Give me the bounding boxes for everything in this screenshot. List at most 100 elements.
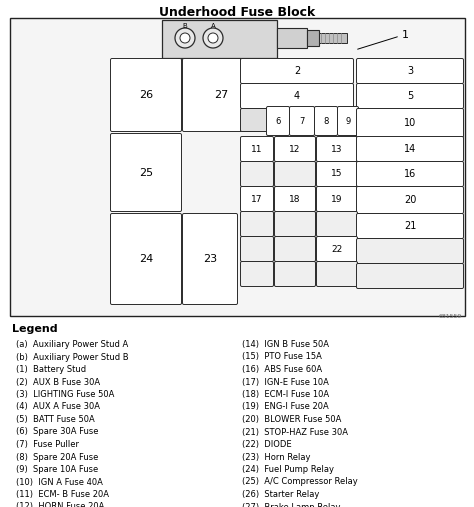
FancyBboxPatch shape [240, 108, 267, 131]
Text: 1: 1 [402, 30, 409, 40]
Bar [162, 20, 277, 58]
FancyBboxPatch shape [266, 106, 290, 135]
FancyBboxPatch shape [240, 136, 273, 162]
Text: 14: 14 [404, 144, 416, 154]
Text: 7: 7 [299, 117, 305, 126]
FancyBboxPatch shape [182, 213, 237, 305]
Text: (23)  Horn Relay: (23) Horn Relay [242, 453, 310, 461]
Bar [277, 28, 307, 48]
Text: 24: 24 [139, 254, 153, 264]
Text: 22: 22 [331, 244, 343, 254]
Bar [307, 30, 319, 46]
FancyBboxPatch shape [240, 162, 273, 187]
Text: 4: 4 [294, 91, 300, 101]
Text: 27: 27 [214, 90, 228, 100]
Text: (8)  Spare 20A Fuse: (8) Spare 20A Fuse [16, 453, 99, 461]
Text: (21)  STOP-HAZ Fuse 30A: (21) STOP-HAZ Fuse 30A [242, 427, 348, 437]
Text: 13: 13 [331, 144, 343, 154]
Circle shape [203, 28, 223, 48]
FancyBboxPatch shape [110, 58, 182, 131]
Text: (b)  Auxiliary Power Stud B: (b) Auxiliary Power Stud B [16, 352, 128, 361]
Text: 18: 18 [289, 195, 301, 203]
Text: 10: 10 [404, 118, 416, 128]
FancyBboxPatch shape [290, 106, 315, 135]
Text: (a)  Auxiliary Power Stud A: (a) Auxiliary Power Stud A [16, 340, 128, 349]
FancyBboxPatch shape [240, 58, 354, 84]
Text: (17)  IGN-E Fuse 10A: (17) IGN-E Fuse 10A [242, 378, 329, 386]
Text: (9)  Spare 10A Fuse: (9) Spare 10A Fuse [16, 465, 98, 474]
Text: 6: 6 [275, 117, 281, 126]
FancyBboxPatch shape [274, 187, 316, 211]
FancyBboxPatch shape [240, 236, 273, 262]
Text: (24)  Fuel Pump Relay: (24) Fuel Pump Relay [242, 465, 334, 474]
Text: 19: 19 [331, 195, 343, 203]
Text: (2)  AUX B Fuse 30A: (2) AUX B Fuse 30A [16, 378, 100, 386]
FancyBboxPatch shape [315, 106, 337, 135]
FancyBboxPatch shape [110, 133, 182, 211]
FancyBboxPatch shape [274, 211, 316, 236]
FancyBboxPatch shape [356, 162, 464, 187]
Bar [10, 18, 465, 316]
Text: 23: 23 [203, 254, 217, 264]
Text: B: B [182, 23, 187, 29]
Text: A: A [210, 23, 215, 29]
Text: 15: 15 [331, 169, 343, 178]
FancyBboxPatch shape [356, 58, 464, 84]
FancyBboxPatch shape [317, 187, 357, 211]
Text: 17: 17 [251, 195, 263, 203]
FancyBboxPatch shape [317, 211, 357, 236]
Circle shape [175, 28, 195, 48]
FancyBboxPatch shape [240, 262, 273, 286]
Text: (7)  Fuse Puller: (7) Fuse Puller [16, 440, 79, 449]
FancyBboxPatch shape [356, 136, 464, 162]
FancyBboxPatch shape [356, 238, 464, 264]
FancyBboxPatch shape [274, 162, 316, 187]
Text: 12: 12 [289, 144, 301, 154]
Bar [319, 33, 347, 43]
Text: 681559: 681559 [438, 314, 462, 319]
Text: 2: 2 [294, 66, 300, 76]
Text: (10)  IGN A Fuse 40A: (10) IGN A Fuse 40A [16, 478, 103, 487]
FancyBboxPatch shape [317, 236, 357, 262]
Text: (22)  DIODE: (22) DIODE [242, 440, 292, 449]
FancyBboxPatch shape [337, 106, 358, 135]
Text: (18)  ECM-I Fuse 10A: (18) ECM-I Fuse 10A [242, 390, 329, 399]
Text: (14)  IGN B Fuse 50A: (14) IGN B Fuse 50A [242, 340, 329, 349]
FancyBboxPatch shape [240, 84, 354, 108]
FancyBboxPatch shape [356, 187, 464, 213]
Text: 11: 11 [251, 144, 263, 154]
FancyBboxPatch shape [182, 58, 261, 131]
FancyBboxPatch shape [240, 211, 273, 236]
Text: (6)  Spare 30A Fuse: (6) Spare 30A Fuse [16, 427, 99, 437]
Text: 9: 9 [346, 117, 351, 126]
Text: 16: 16 [404, 169, 416, 179]
FancyBboxPatch shape [110, 213, 182, 305]
FancyBboxPatch shape [274, 236, 316, 262]
Text: (16)  ABS Fuse 60A: (16) ABS Fuse 60A [242, 365, 322, 374]
Text: 20: 20 [404, 195, 416, 205]
Text: (12)  HORN Fuse 20A: (12) HORN Fuse 20A [16, 502, 104, 507]
Text: Legend: Legend [12, 324, 58, 334]
FancyBboxPatch shape [356, 264, 464, 288]
Text: 3: 3 [407, 66, 413, 76]
Text: (19)  ENG-I Fuse 20A: (19) ENG-I Fuse 20A [242, 403, 329, 412]
FancyBboxPatch shape [356, 108, 464, 137]
Circle shape [208, 33, 218, 43]
FancyBboxPatch shape [317, 262, 357, 286]
Text: 5: 5 [407, 91, 413, 101]
Text: (11)  ECM- B Fuse 20A: (11) ECM- B Fuse 20A [16, 490, 109, 499]
FancyBboxPatch shape [240, 187, 273, 211]
FancyBboxPatch shape [356, 84, 464, 108]
FancyBboxPatch shape [274, 136, 316, 162]
Text: (3)  LIGHTING Fuse 50A: (3) LIGHTING Fuse 50A [16, 390, 114, 399]
Circle shape [180, 33, 190, 43]
Text: (4)  AUX A Fuse 30A: (4) AUX A Fuse 30A [16, 403, 100, 412]
Text: (15)  PTO Fuse 15A: (15) PTO Fuse 15A [242, 352, 322, 361]
FancyBboxPatch shape [356, 213, 464, 238]
FancyBboxPatch shape [317, 162, 357, 187]
Text: 25: 25 [139, 167, 153, 177]
Text: (20)  BLOWER Fuse 50A: (20) BLOWER Fuse 50A [242, 415, 341, 424]
FancyBboxPatch shape [274, 262, 316, 286]
Text: (26)  Starter Relay: (26) Starter Relay [242, 490, 319, 499]
Text: Underhood Fuse Block: Underhood Fuse Block [159, 6, 315, 19]
